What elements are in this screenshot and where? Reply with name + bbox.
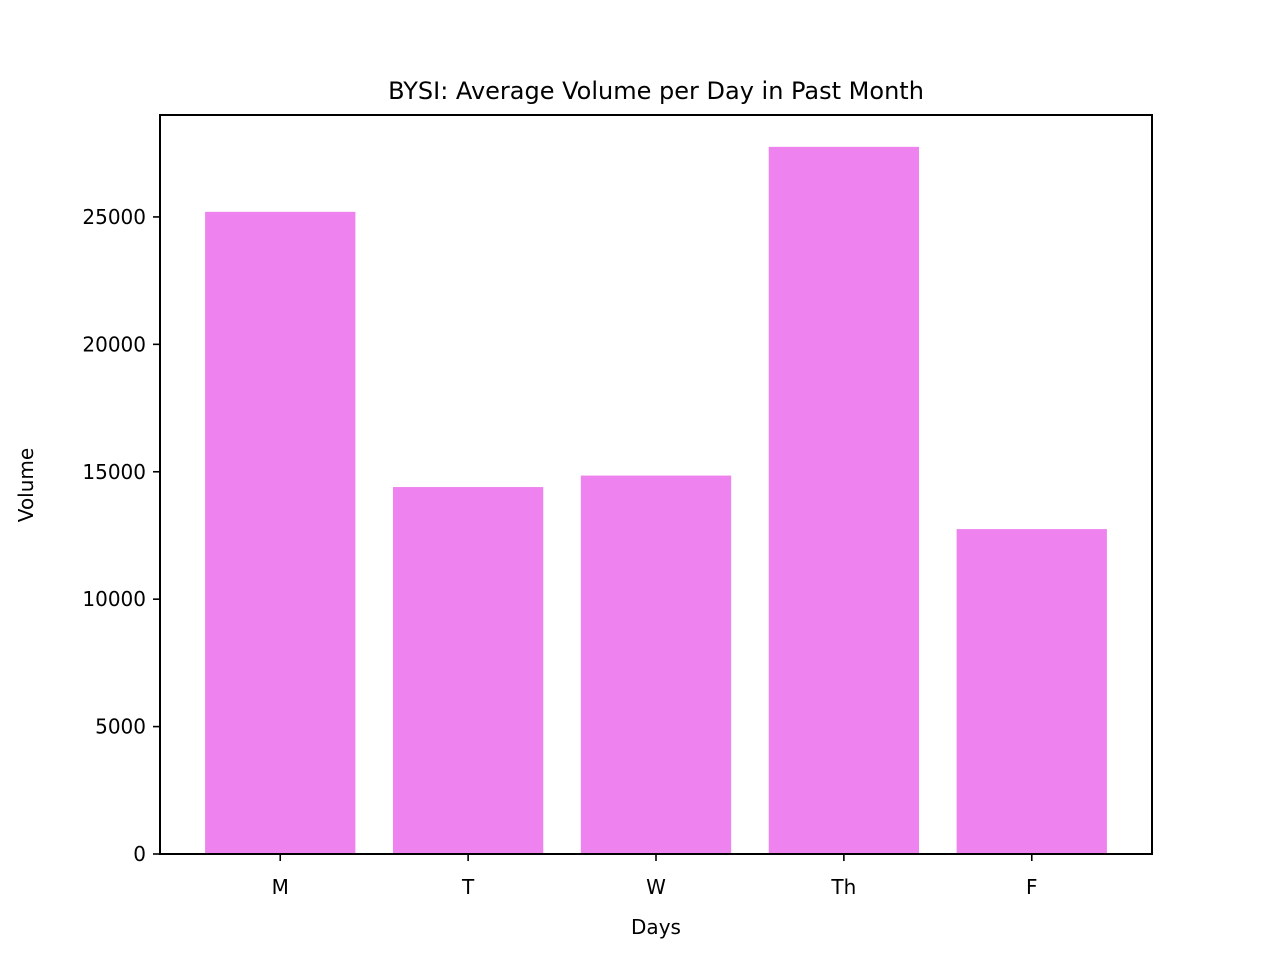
x-axis-ticks: M T W Th F [272, 854, 1038, 899]
y-tick-label: 20000 [82, 332, 146, 356]
bars [205, 146, 1107, 855]
x-tick-label: F [1026, 875, 1038, 899]
x-tick-label: W [646, 875, 666, 899]
x-tick-label: T [461, 875, 475, 899]
x-tick-label: M [272, 875, 289, 899]
y-axis-label: Volume [14, 448, 38, 522]
y-axis-ticks: 0 5000 10000 15000 20000 25000 [82, 205, 160, 866]
y-tick-label: 5000 [95, 715, 146, 739]
y-tick-label: 0 [133, 842, 146, 866]
bar-t [392, 487, 544, 854]
x-tick-label: Th [830, 875, 856, 899]
chart-title: BYSI: Average Volume per Day in Past Mon… [388, 77, 924, 105]
x-axis-label: Days [631, 915, 681, 939]
y-tick-label: 25000 [82, 205, 146, 229]
bar-w [580, 475, 732, 854]
y-tick-label: 15000 [82, 460, 146, 484]
y-tick-label: 10000 [82, 587, 146, 611]
bar-f [956, 529, 1107, 854]
plot-area-frame [159, 114, 1153, 855]
bar-m [205, 211, 356, 854]
bar-th [768, 146, 920, 855]
